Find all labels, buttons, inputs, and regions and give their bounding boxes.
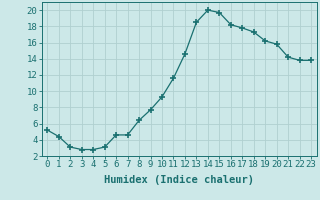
X-axis label: Humidex (Indice chaleur): Humidex (Indice chaleur) — [104, 175, 254, 185]
